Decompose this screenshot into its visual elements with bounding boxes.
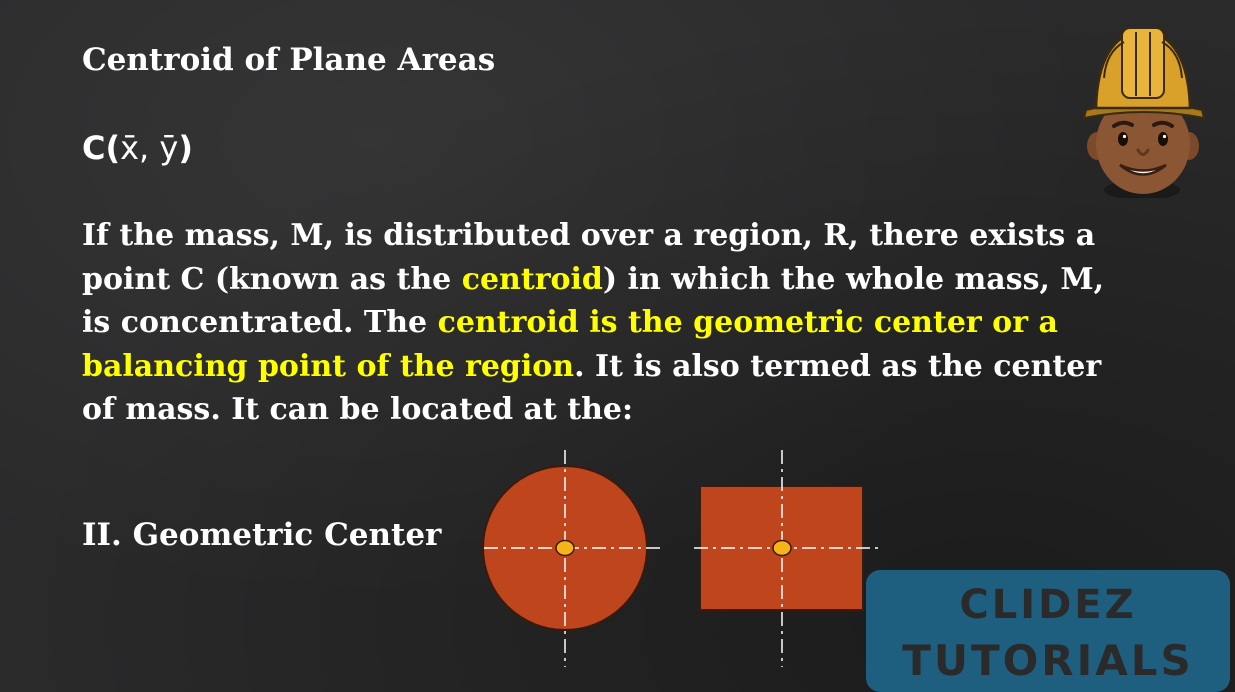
logo-line-clidez: CLIDEZ <box>959 582 1137 628</box>
logo-line-tutorials: TUTORIALS <box>902 636 1194 685</box>
rectangle-centroid-dot <box>772 539 792 557</box>
paragraph-highlight: centroid is the geometric center or a ba… <box>82 305 1058 384</box>
rectangle-figure <box>694 450 882 667</box>
centroid-figures <box>482 450 882 667</box>
brand-logo: CLIDEZ TUTORIALS <box>866 570 1230 692</box>
definition-paragraph: If the mass, M, is distributed over a re… <box>82 214 1122 432</box>
engineer-avatar-icon <box>1082 27 1206 198</box>
slide-title: Centroid of Plane Areas <box>82 42 496 78</box>
paragraph-run: ) in which the whole mass, M, is concent… <box>82 261 1105 341</box>
paragraph-run: . It is also termed as the center of mas… <box>82 348 1102 428</box>
circle-centroid-dot <box>555 539 575 557</box>
section-subheading: II. Geometric Center <box>82 517 442 553</box>
circle-figure <box>482 450 660 667</box>
coordinate-suffix: ) <box>178 129 193 167</box>
paragraph-highlight: centroid <box>461 261 603 297</box>
coordinate-prefix: C( <box>82 129 121 167</box>
paragraph-run: If the mass, M, is distributed over a re… <box>82 218 1096 297</box>
centroid-coordinate: C(x̄, ȳ) <box>82 129 193 167</box>
coordinate-vars: x̄, ȳ <box>120 129 179 167</box>
